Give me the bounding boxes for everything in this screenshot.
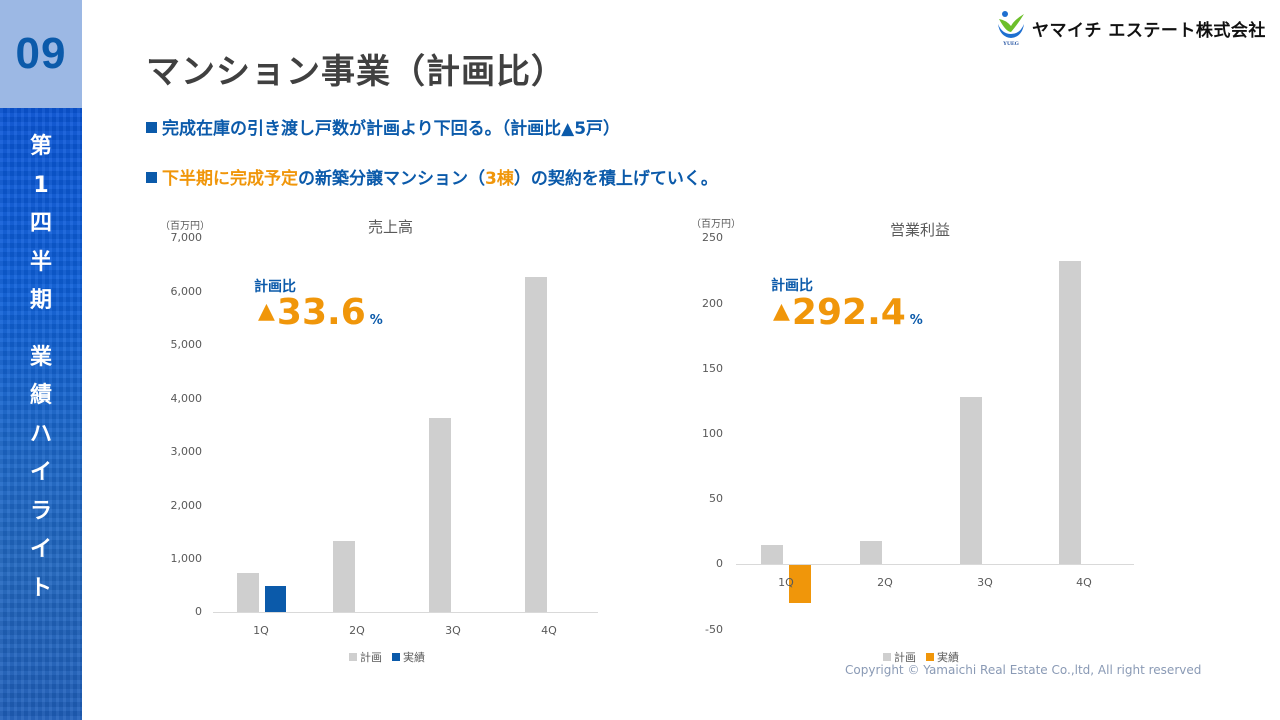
page-title: マンション事業（計画比） [146,52,566,92]
sidebar-char: 績 [29,383,52,408]
ratio-value: ▲292.4% [773,292,923,333]
y-tick: 3,000 [170,445,203,458]
bullet-text: 完成在庫の引き渡し戸数が計画より下回る。（計画比▲5戸） [162,119,621,139]
sidebar-char: 期 [29,288,52,313]
x-tick: 1Q [778,576,794,589]
x-tick: 3Q [445,624,461,637]
bar-plan-1q [237,573,259,612]
x-tick: 2Q [877,576,893,589]
legend-item-plan: 計画 [883,649,916,665]
y-tick: 150 [702,362,723,375]
x-tick: 3Q [977,576,993,589]
ratio-value: ▲33.6% [258,292,383,333]
bar-plan-2q [333,541,355,612]
sidebar-char: ラ [29,498,52,524]
sidebar-char: 第 [29,134,52,159]
legend-item-actual: 実績 [392,649,425,665]
x-tick: 4Q [1076,576,1092,589]
sales-chart: （百万円） 売上高 7,000 6,000 5,000 4,000 3,000 … [160,218,598,665]
y-axis-unit: （百万円） [160,221,210,232]
down-triangle-icon: ▲ [773,299,790,324]
bullet-text: の新築分譲マンション（ [298,169,485,189]
y-tick: 1,000 [170,552,203,565]
svg-text:YUEG: YUEG [1003,41,1020,46]
y-tick: 0 [716,557,723,570]
chart-legend: 計画 実績 [883,649,959,665]
bar-actual-1q [789,565,811,603]
y-tick: -50 [705,623,723,636]
y-tick: 0 [195,605,202,618]
y-tick: 6,000 [170,285,203,298]
bullet-text: ）の契約を積上げていく。 [513,169,718,189]
y-tick: 2,000 [170,499,203,512]
sidebar: 09 第 1 四 半 期 業 績 ハ イ ラ イ ト [0,0,82,720]
sidebar-char: ハ [29,421,52,447]
bar-plan-3q [960,397,982,564]
copyright-notice: Copyright © Yamaichi Real Estate Co.,ltd… [845,663,1202,677]
sidebar-char: 半 [29,249,52,275]
sidebar-cityscape-band [0,108,82,720]
y-tick: 50 [709,492,723,505]
y-tick: 5,000 [170,338,203,351]
bullet-point-2: 下半期に完成予定の新築分譲マンション（3棟）の契約を積上げていく。 [146,164,718,189]
y-tick: 7,000 [170,231,203,244]
bullet-highlight: 3棟 [485,169,514,189]
ratio-label: 計画比 [254,279,296,295]
sidebar-vertical-label: 第 1 四 半 期 業 績 ハ イ ラ イ ト [0,128,82,608]
bar-plan-3q [429,418,451,612]
bar-plan-4q [525,277,547,612]
page-number: 09 [15,29,67,78]
x-axis-line [213,612,598,613]
sidebar-char: 四 [29,211,52,236]
sidebar-char: 1 [33,172,49,198]
bullet-point-1: 完成在庫の引き渡し戸数が計画より下回る。（計画比▲5戸） [146,114,620,139]
sidebar-char: 業 [29,344,52,370]
chart-title: 売上高 [368,218,414,236]
legend-item-actual: 実績 [926,649,959,665]
bar-actual-1q [265,586,286,612]
bar-plan-2q [860,541,882,564]
ratio-label: 計画比 [771,278,813,294]
x-tick: 4Q [541,624,557,637]
yueg-logo-icon: YUEG [998,11,1024,46]
bullet-square-icon [146,172,157,183]
sidebar-char: イ [29,537,52,562]
sidebar-char: イ [29,460,52,485]
chart-title: 営業利益 [890,221,951,239]
x-tick: 1Q [253,624,269,637]
company-logo: YUEG ヤマイチ エステート株式会社 [996,10,1266,46]
x-axis-line [736,564,1134,565]
sidebar-char: ト [29,575,52,601]
x-tick: 2Q [349,624,365,637]
y-tick: 250 [702,231,723,244]
chart-legend: 計画 実績 [349,649,425,665]
bar-plan-1q [761,545,783,564]
page-number-box: 09 [0,0,82,108]
bullet-square-icon [146,122,157,133]
down-triangle-icon: ▲ [258,299,275,324]
bar-plan-4q [1059,261,1081,564]
y-axis-unit: （百万円） [691,219,741,230]
y-tick: 200 [702,297,723,310]
y-tick: 4,000 [170,392,203,405]
bullet-highlight: 下半期に完成予定 [162,169,298,189]
legend-item-plan: 計画 [349,649,382,665]
company-name: ヤマイチ エステート株式会社 [1032,20,1266,41]
y-tick: 100 [702,427,723,440]
